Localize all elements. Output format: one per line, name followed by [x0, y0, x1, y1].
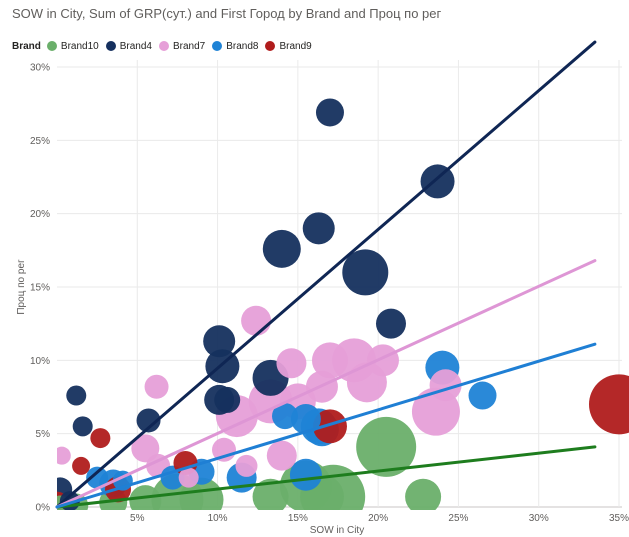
bubble-brand7[interactable]: [266, 440, 297, 471]
legend-dot-brand10: [46, 41, 57, 51]
y-tick-label: 20%: [30, 209, 50, 220]
bubble-brand7[interactable]: [366, 344, 399, 377]
legend-title: Brand: [12, 40, 41, 52]
legend-dot-brand8: [212, 41, 223, 51]
bubble-brand4[interactable]: [302, 212, 335, 245]
bubble-brand7[interactable]: [53, 446, 71, 465]
x-tick-label: 25%: [448, 513, 468, 524]
bubble-brand7[interactable]: [311, 342, 348, 379]
bubble-brand9[interactable]: [90, 428, 111, 449]
legend-label-brand8: Brand8: [226, 40, 259, 52]
y-axis-ticks: 0% 5% 10% 15% 20% 25% 30%: [30, 63, 50, 514]
legend-dot-brand9: [265, 41, 276, 51]
x-tick-label: 5%: [130, 513, 145, 524]
legend-item-brand7[interactable]: Brand7: [158, 40, 206, 52]
bubble-brand4[interactable]: [315, 98, 344, 127]
x-tick-label: 20%: [368, 513, 388, 524]
y-axis-label: Проц по рег: [16, 259, 27, 315]
bubble-brand8[interactable]: [86, 466, 109, 489]
trend-line-brand10: [55, 445, 597, 509]
bubble-brand7[interactable]: [241, 305, 272, 336]
y-tick-label: 15%: [30, 283, 50, 294]
bubble-brand4[interactable]: [262, 229, 301, 268]
legend-item-brand9[interactable]: Brand9: [265, 40, 312, 52]
bubble-brand8[interactable]: [272, 403, 299, 430]
x-axis-ticks: 5% 10% 15% 20% 25% 30% 35%: [130, 513, 629, 524]
chart-title: SOW in City, Sum of GRP(сут.) and First …: [12, 6, 442, 21]
bubble-brand7[interactable]: [144, 374, 169, 399]
bubbles[interactable]: [46, 98, 629, 528]
legend-item-brand4[interactable]: Brand4: [105, 40, 152, 52]
bubble-brand8[interactable]: [290, 404, 321, 434]
bubble-brand4[interactable]: [420, 164, 455, 199]
y-tick-label: 30%: [30, 63, 50, 74]
bubble-brand8[interactable]: [468, 381, 497, 410]
bubble-brand4[interactable]: [214, 386, 241, 413]
bubble-brand4[interactable]: [342, 249, 389, 296]
bubble-brand7[interactable]: [235, 454, 258, 477]
bubble-brand9[interactable]: [312, 409, 347, 444]
x-tick-label: 35%: [609, 513, 629, 524]
bubble-brand4[interactable]: [72, 416, 93, 437]
x-tick-label: 30%: [529, 513, 549, 524]
y-tick-label: 10%: [30, 356, 50, 367]
trend-line-brand4: [55, 40, 597, 509]
y-tick-label: 25%: [30, 136, 50, 147]
bubble-brand8[interactable]: [289, 458, 322, 491]
bubble-brand10[interactable]: [405, 478, 442, 515]
legend-dot-brand4: [105, 41, 116, 51]
legend-label-brand7: Brand7: [172, 40, 206, 52]
legend: Brand Brand10 Brand4 Brand7 Brand8 Brand…: [12, 38, 319, 54]
bubble-brand9[interactable]: [72, 456, 91, 475]
legend-label-brand4: Brand4: [119, 40, 152, 52]
bubble-brand7[interactable]: [276, 348, 307, 379]
legend-dot-brand7: [158, 41, 169, 51]
x-axis-label: SOW in City: [310, 525, 364, 536]
x-tick-label: 15%: [288, 513, 308, 524]
bubble-brand9[interactable]: [589, 374, 629, 435]
bubble-brand10[interactable]: [252, 478, 289, 515]
bubble-brand4[interactable]: [66, 385, 87, 406]
trend-lines: [55, 40, 597, 509]
bubble-brand10[interactable]: [356, 416, 417, 477]
legend-item-brand10[interactable]: Brand10: [46, 40, 99, 52]
trend-line-brand8: [55, 342, 597, 509]
legend-label-brand9: Brand9: [279, 40, 312, 52]
y-tick-label: 0%: [36, 503, 51, 514]
bubble-brand4[interactable]: [136, 408, 161, 433]
bubble-brand4[interactable]: [375, 308, 406, 339]
trend-line-brand7: [55, 259, 597, 509]
x-tick-label: 10%: [208, 513, 228, 524]
bubble-brand4[interactable]: [203, 325, 236, 358]
bubble-brand7[interactable]: [131, 434, 160, 463]
bubble-brand7[interactable]: [178, 467, 199, 488]
y-tick-label: 5%: [36, 429, 51, 440]
legend-item-brand8[interactable]: Brand8: [212, 41, 258, 52]
legend-label-brand10: Brand10: [60, 40, 99, 52]
